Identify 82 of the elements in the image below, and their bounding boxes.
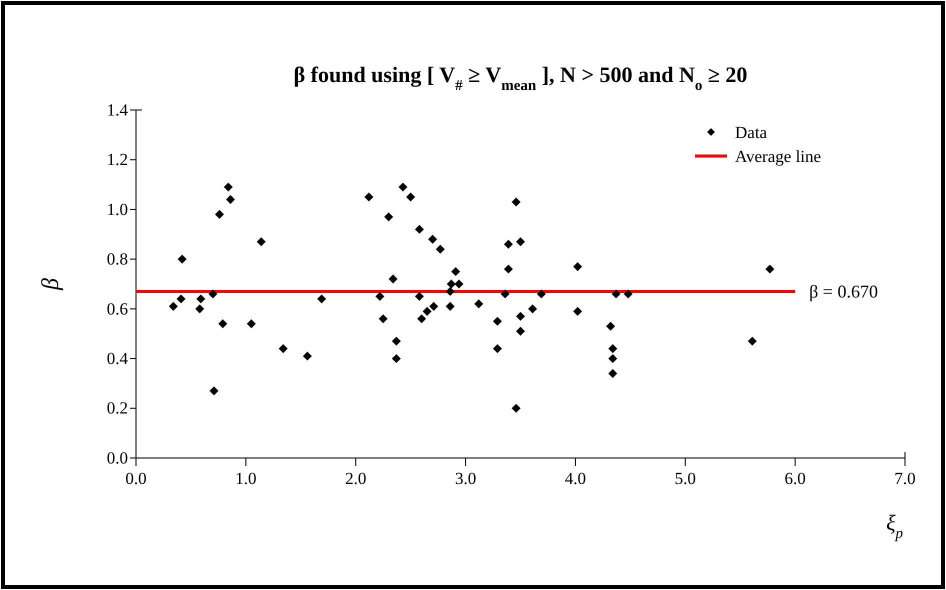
point xyxy=(624,289,633,298)
point xyxy=(378,314,388,324)
point xyxy=(215,210,224,219)
point xyxy=(512,198,521,206)
point xyxy=(608,369,618,378)
point xyxy=(302,352,312,361)
point xyxy=(414,224,424,234)
point xyxy=(446,302,455,311)
legend-label: Data xyxy=(735,123,768,142)
point xyxy=(504,240,513,249)
x-tick-label: 2.0 xyxy=(345,469,366,488)
point xyxy=(256,237,266,246)
point xyxy=(492,344,502,354)
point xyxy=(195,304,204,314)
point xyxy=(748,336,757,346)
point xyxy=(388,274,398,284)
point xyxy=(451,267,460,276)
point xyxy=(414,292,424,301)
point xyxy=(375,292,384,301)
point xyxy=(422,306,432,316)
point xyxy=(168,302,178,311)
point xyxy=(612,289,621,298)
y-tick-label: 1.0 xyxy=(106,200,128,219)
point xyxy=(196,294,206,304)
x-tick-label: 7.0 xyxy=(894,469,916,488)
point xyxy=(492,316,502,326)
point xyxy=(218,319,228,328)
point xyxy=(516,326,525,336)
point xyxy=(392,336,401,346)
point xyxy=(516,312,525,321)
y-tick-label: 0.6 xyxy=(106,299,128,318)
point xyxy=(446,280,456,288)
point xyxy=(226,195,235,204)
point xyxy=(208,289,218,298)
point xyxy=(516,237,525,246)
y-tick-label: 0.4 xyxy=(106,349,128,368)
y-axis-title: β xyxy=(38,278,64,291)
point xyxy=(606,322,616,331)
point xyxy=(573,262,582,272)
point xyxy=(474,299,484,308)
point xyxy=(573,306,582,316)
point xyxy=(608,344,618,354)
point xyxy=(608,354,618,364)
x-tick-label: 0.0 xyxy=(125,469,147,488)
point xyxy=(178,254,187,264)
point xyxy=(246,319,256,328)
point xyxy=(364,192,374,202)
y-tick-label: 1.2 xyxy=(106,150,128,170)
x-axis-title: ξ$_{p}$ xyxy=(886,510,904,542)
annotation: β = 0.670 xyxy=(809,281,878,302)
x-tick-label: 1.0 xyxy=(235,469,256,488)
point xyxy=(398,182,408,192)
point xyxy=(500,289,510,298)
point xyxy=(317,294,326,304)
point xyxy=(392,354,401,364)
point xyxy=(446,286,455,296)
point xyxy=(278,344,288,354)
point xyxy=(512,404,521,413)
point xyxy=(454,280,464,288)
point xyxy=(528,304,538,314)
y-tick-label: 0.2 xyxy=(106,398,128,418)
point xyxy=(436,244,445,254)
x-tick-label: 6.0 xyxy=(784,469,806,488)
point xyxy=(384,212,394,222)
point xyxy=(536,289,546,298)
point xyxy=(428,234,438,244)
point xyxy=(176,294,186,304)
y-tick-label: 1.4 xyxy=(106,100,128,120)
chart-title: β found using [ V$_{#}$ ≥ V$_{mean}$ ], N > 500 and N$_{o}$ ≥ 20 xyxy=(294,62,748,94)
y-tick-label: 0.0 xyxy=(106,448,128,468)
point xyxy=(224,182,233,192)
y-tick-label: 0.8 xyxy=(106,250,128,269)
point xyxy=(429,302,438,311)
x-tick-label: 5.0 xyxy=(674,469,696,488)
legend-label: Average line xyxy=(735,147,822,166)
point xyxy=(406,192,416,202)
x-tick-label: 4.0 xyxy=(564,469,586,488)
point xyxy=(417,314,426,324)
point xyxy=(765,264,774,274)
point xyxy=(210,386,218,396)
point xyxy=(504,264,513,274)
x-tick-label: 3.0 xyxy=(454,469,476,488)
